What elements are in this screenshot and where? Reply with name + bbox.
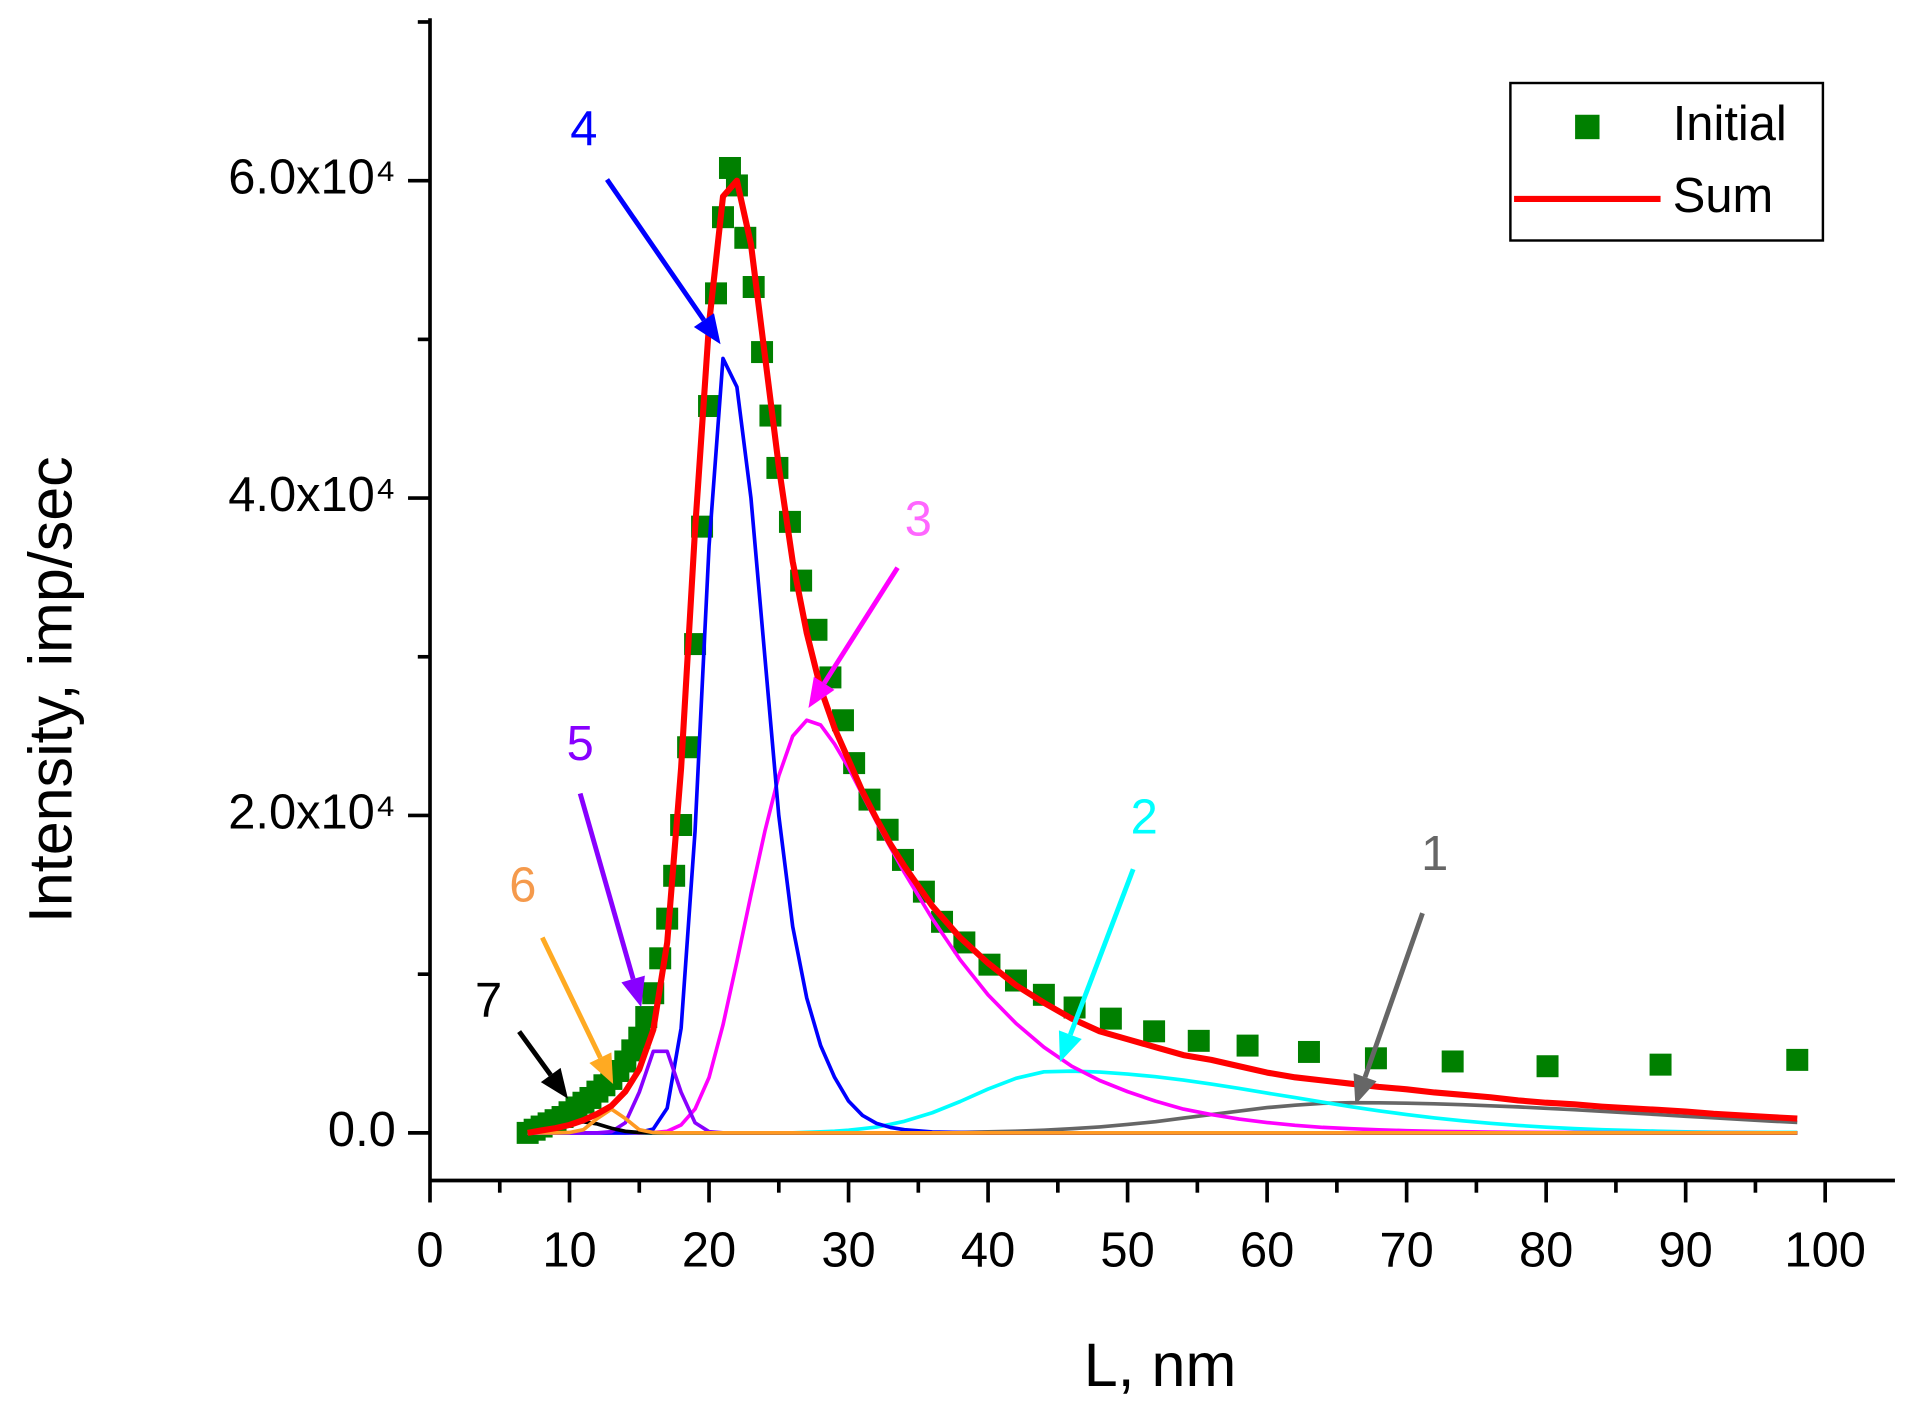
x-tick-label: 30 bbox=[821, 1224, 875, 1278]
legend-label: Initial bbox=[1673, 97, 1787, 151]
data-point bbox=[831, 709, 854, 732]
arrow-shaft bbox=[540, 936, 603, 1059]
arrow-shaft bbox=[822, 566, 900, 685]
data-point bbox=[1236, 1034, 1259, 1057]
arrow-shaft bbox=[1068, 868, 1136, 1036]
x-tick-label: 40 bbox=[961, 1224, 1015, 1278]
arrow-head bbox=[589, 1052, 614, 1085]
component-label: 2 bbox=[1131, 790, 1158, 844]
data-point bbox=[718, 156, 741, 179]
component-label: 7 bbox=[475, 973, 502, 1027]
x-tick-label: 70 bbox=[1379, 1224, 1433, 1278]
legend-label: Sum bbox=[1673, 169, 1773, 223]
data-point bbox=[1297, 1040, 1320, 1063]
y-tick-label: 6.0x10⁴ bbox=[228, 151, 396, 205]
arrow-head bbox=[808, 676, 835, 709]
data-point bbox=[1786, 1048, 1809, 1071]
data-point bbox=[805, 618, 828, 641]
data-point bbox=[1441, 1050, 1464, 1073]
arrow-head bbox=[1353, 1073, 1377, 1105]
x-tick-label: 10 bbox=[542, 1224, 596, 1278]
arrow-head bbox=[621, 975, 645, 1008]
component-label: 4 bbox=[570, 102, 597, 156]
data-point bbox=[628, 1026, 651, 1049]
arrow-head bbox=[693, 313, 721, 345]
arrow-head bbox=[1058, 1030, 1082, 1063]
component-line bbox=[527, 356, 1798, 1135]
x-tick-label: 60 bbox=[1240, 1224, 1294, 1278]
component-label: 3 bbox=[905, 492, 932, 546]
data-point bbox=[1187, 1029, 1210, 1052]
data-point bbox=[1143, 1020, 1166, 1043]
x-tick-label: 50 bbox=[1100, 1224, 1154, 1278]
y-tick-label: 4.0x10⁴ bbox=[228, 468, 396, 522]
x-tick-label: 90 bbox=[1659, 1224, 1713, 1278]
y-tick-label: 0.0 bbox=[328, 1103, 396, 1157]
data-point bbox=[1536, 1055, 1559, 1078]
x-tick-label: 100 bbox=[1784, 1224, 1865, 1278]
x-tick-label: 80 bbox=[1519, 1224, 1573, 1278]
arrow-shaft bbox=[517, 1030, 553, 1077]
component-label: 6 bbox=[509, 859, 536, 913]
arrow-shaft bbox=[1362, 912, 1425, 1078]
data-point bbox=[1649, 1053, 1672, 1076]
x-axis-title: L, nm bbox=[1084, 1331, 1237, 1399]
legend-marker bbox=[1575, 114, 1600, 140]
component-line bbox=[527, 718, 1798, 1135]
arrow-shaft bbox=[605, 178, 706, 322]
y-axis-title: Intensity, imp/sec bbox=[16, 456, 84, 923]
component-label: 1 bbox=[1421, 827, 1448, 881]
arrow-shaft bbox=[577, 792, 636, 980]
component-line bbox=[527, 1107, 1798, 1135]
legend-box bbox=[1509, 81, 1825, 242]
arrow-head bbox=[540, 1067, 568, 1099]
y-tick-label: 2.0x10⁴ bbox=[228, 785, 396, 839]
x-tick-label: 0 bbox=[416, 1224, 443, 1278]
x-tick-label: 20 bbox=[682, 1224, 736, 1278]
component-label: 5 bbox=[567, 717, 594, 771]
sum-line bbox=[527, 177, 1798, 1136]
data-point bbox=[1099, 1007, 1122, 1030]
